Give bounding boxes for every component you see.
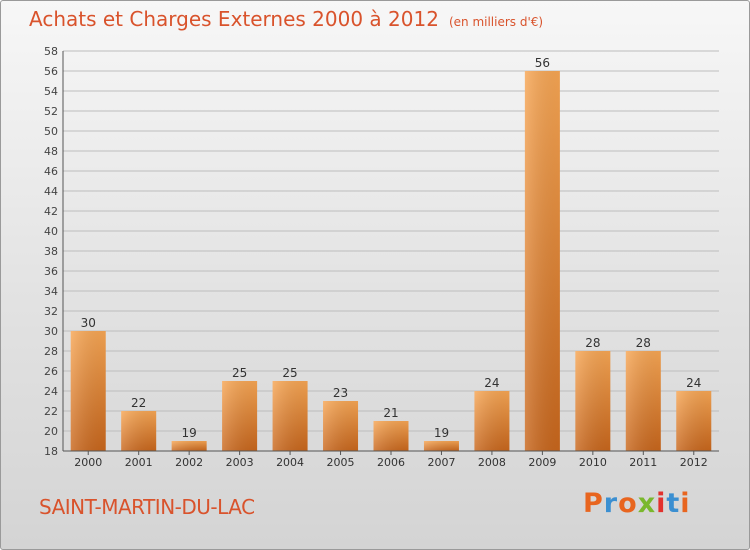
- data-label: 21: [383, 406, 398, 420]
- y-tick-label: 44: [44, 185, 58, 198]
- y-tick-label: 32: [44, 305, 58, 318]
- data-label: 30: [81, 316, 96, 330]
- data-label: 28: [585, 336, 600, 350]
- axis-layer: 18 20 22 24 26 28 30 32 34 36 38 40 42 44 46 48 50 52 54 56…: [44, 45, 719, 469]
- bar-shine: [222, 381, 258, 451]
- x-tick-label: 2008: [478, 456, 506, 469]
- chart-unit: (en milliers d'€): [448, 15, 544, 29]
- brand-letter: x: [637, 488, 657, 519]
- bar-shine: [70, 331, 106, 451]
- y-tick-label: 26: [44, 365, 58, 378]
- data-label: 28: [636, 336, 651, 350]
- x-tick-label: 2003: [226, 456, 254, 469]
- y-tick-label: 34: [44, 285, 58, 298]
- x-tick-label: 2010: [579, 456, 607, 469]
- bar-shine: [171, 441, 207, 451]
- x-tick-label: 2012: [680, 456, 708, 469]
- brand-letter: i: [656, 488, 667, 519]
- data-label: 23: [333, 386, 348, 400]
- bar-shine: [575, 351, 611, 451]
- y-tick-label: 46: [44, 165, 58, 178]
- bar-shine: [373, 421, 409, 451]
- y-tick-label: 30: [44, 325, 58, 338]
- chart-title-text: Achats et Charges Externes 2000 à 2012: [29, 7, 439, 31]
- y-tick-label: 50: [44, 125, 58, 138]
- data-label: 22: [131, 396, 146, 410]
- bar-shine: [323, 401, 359, 451]
- x-tick-label: 2005: [327, 456, 355, 469]
- brand-letter: i: [680, 488, 691, 519]
- bar-shine: [524, 71, 560, 451]
- brand-letter: o: [618, 488, 638, 519]
- y-tick-label: 40: [44, 225, 58, 238]
- x-tick-label: 2011: [629, 456, 657, 469]
- y-tick-label: 28: [44, 345, 58, 358]
- data-label: 24: [484, 376, 499, 390]
- y-tick-label: 18: [44, 445, 58, 458]
- brand-letter: r: [603, 488, 619, 519]
- bar-layer: 30 22 19 25 25 23 21 19 24 56 28 28 24: [70, 56, 712, 451]
- data-label: 25: [282, 366, 297, 380]
- bar-shine: [272, 381, 308, 451]
- y-tick-label: 22: [44, 405, 58, 418]
- data-label: 19: [434, 426, 449, 440]
- bar-shine: [423, 441, 459, 451]
- x-tick-label: 2001: [125, 456, 153, 469]
- y-tick-label: 38: [44, 245, 58, 258]
- x-tick-label: 2004: [276, 456, 304, 469]
- y-tick-label: 42: [44, 205, 58, 218]
- x-tick-label: 2009: [528, 456, 556, 469]
- data-label: 25: [232, 366, 247, 380]
- y-tick-label: 20: [44, 425, 58, 438]
- y-tick-label: 36: [44, 265, 58, 278]
- bar-shine: [625, 351, 661, 451]
- bar-shine: [474, 391, 510, 451]
- y-tick-label: 54: [44, 85, 58, 98]
- x-tick-label: 2000: [74, 456, 102, 469]
- x-tick-label: 2006: [377, 456, 405, 469]
- y-tick-label: 24: [44, 385, 58, 398]
- y-tick-label: 48: [44, 145, 58, 158]
- data-label: 56: [535, 56, 550, 70]
- x-tick-label: 2002: [175, 456, 203, 469]
- y-tick-label: 52: [44, 105, 58, 118]
- proxiti-logo[interactable]: Proxiti: [583, 488, 691, 519]
- brand-letter: P: [583, 488, 604, 519]
- chart-title: Achats et Charges Externes 2000 à 2012 (e…: [29, 7, 543, 31]
- data-label: 19: [182, 426, 197, 440]
- bar-shine: [676, 391, 712, 451]
- data-label: 24: [686, 376, 701, 390]
- bar-shine: [121, 411, 157, 451]
- grid-layer: [63, 50, 719, 452]
- y-tick-label: 56: [44, 65, 58, 78]
- y-tick-label: 58: [44, 45, 58, 58]
- x-tick-label: 2007: [427, 456, 455, 469]
- brand-letter: t: [666, 488, 681, 519]
- commune-name: SAINT-MARTIN-DU-LAC: [39, 495, 255, 519]
